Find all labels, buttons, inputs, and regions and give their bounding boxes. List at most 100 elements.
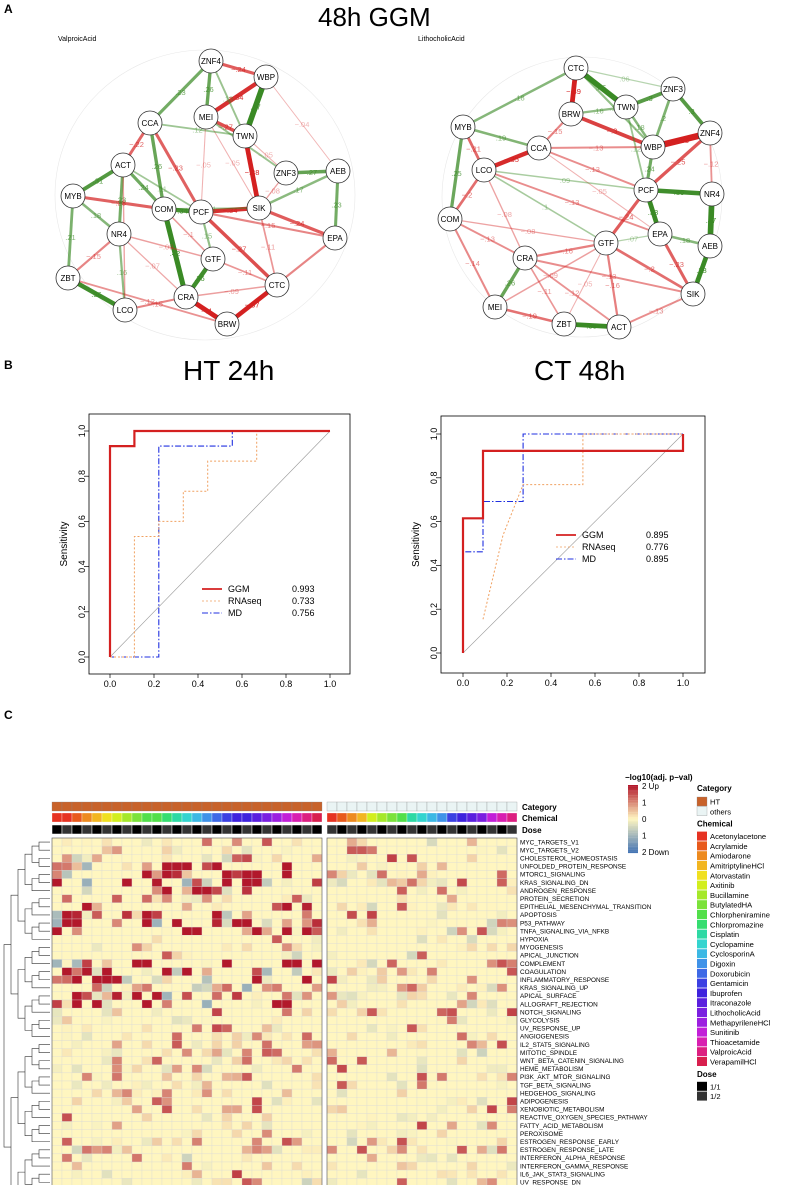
heatmap-cell <box>51 1178 63 1185</box>
heatmap-cell <box>486 854 498 863</box>
heatmap-cell <box>261 967 273 976</box>
heatmap-cell <box>476 983 488 993</box>
heatmap-cell <box>61 902 73 912</box>
dendrogram-branch <box>38 971 50 981</box>
edge-weight-label: −.11 <box>537 287 551 296</box>
colorbar-segment <box>628 810 638 813</box>
heatmap-cell <box>61 991 73 1001</box>
network-node <box>112 297 138 323</box>
dendrogram-branch <box>38 1019 50 1029</box>
heatmap-cell <box>506 1007 518 1017</box>
heatmap-cell <box>241 837 253 847</box>
heatmap-cell <box>231 1113 243 1122</box>
heatmap-cell <box>211 1007 223 1017</box>
dendrogram-branch <box>31 1153 50 1167</box>
heatmap-cell <box>141 1178 153 1185</box>
heatmap-cell <box>456 1040 468 1049</box>
heatmap-cell <box>386 959 398 968</box>
heatmap-cell <box>191 918 203 928</box>
heatmap-cell <box>241 959 253 968</box>
heatmap-cell <box>111 902 123 912</box>
heatmap-cell <box>151 1040 163 1049</box>
heatmap-cell <box>261 1161 273 1171</box>
network-node <box>253 64 279 90</box>
heatmap-cell <box>396 1016 408 1025</box>
dendrogram-branch <box>31 975 50 989</box>
heatmap-cell <box>386 1153 398 1163</box>
heatmap-cell <box>131 1032 143 1041</box>
heatmap-cell <box>181 943 193 952</box>
heatmap-cell <box>466 1137 478 1146</box>
legend-dose-label: 1/2 <box>710 1092 721 1101</box>
heatmap-cell <box>336 1080 348 1090</box>
heatmap-cell <box>436 902 448 912</box>
legend-category-label: others <box>710 807 731 816</box>
category-cell <box>111 801 123 812</box>
heatmap-cell <box>281 886 293 895</box>
heatmap-cell <box>151 845 163 855</box>
row-label: MYC_TARGETS_V1 <box>520 839 579 846</box>
heatmap-cell <box>101 1113 113 1122</box>
heatmap-cell <box>161 1145 173 1155</box>
y-tick-label: 0.0 <box>429 647 439 660</box>
heatmap-cell <box>336 951 348 960</box>
heatmap-cell <box>261 902 273 912</box>
heatmap-cell <box>446 894 458 903</box>
heatmap-cell <box>221 1145 233 1155</box>
heatmap-cell <box>376 845 388 855</box>
network-1-label: ValproicAcid <box>58 36 97 43</box>
edge-weight-label: .26 <box>152 162 162 171</box>
heatmap-cell <box>221 918 233 928</box>
heatmap-cell <box>356 1105 368 1114</box>
heatmap-cell <box>496 983 508 993</box>
heatmap-cell <box>281 1121 293 1130</box>
heatmap-cell <box>396 1105 408 1114</box>
heatmap-cell <box>446 1105 458 1114</box>
dose-cell <box>101 824 113 835</box>
heatmap-cell <box>366 1097 378 1106</box>
heatmap-cell <box>161 1064 173 1074</box>
heatmap-cell <box>436 1097 448 1106</box>
colorbar-segment <box>628 849 638 852</box>
heatmap-cell <box>171 878 183 887</box>
edge-weight-label: −.09 <box>159 243 174 252</box>
heatmap-cell <box>436 935 448 944</box>
heatmap-cell <box>251 1121 263 1130</box>
heatmap-frame-ht <box>51 837 323 1185</box>
roc-curve-rnaseq <box>482 433 683 620</box>
legend-chemical-swatch <box>697 890 707 900</box>
colorbar-segment <box>628 824 638 826</box>
dendrogram-branch <box>38 1149 50 1159</box>
heatmap-cell <box>336 878 348 887</box>
heatmap-cell <box>61 1064 73 1074</box>
heatmap-cell <box>376 1007 388 1017</box>
heatmap-cell <box>291 910 303 920</box>
heatmap-cell <box>141 1072 153 1082</box>
heatmap-cell <box>181 1129 193 1138</box>
heatmap-cell <box>121 862 133 871</box>
heatmap-cell <box>151 870 163 879</box>
heatmap-cell <box>446 878 458 887</box>
heatmap-cell <box>466 983 478 993</box>
heatmap-cell <box>241 1121 253 1130</box>
heatmap-cell <box>241 1105 253 1114</box>
heatmap-cell <box>101 1169 113 1179</box>
heatmap-cell <box>386 967 398 976</box>
heatmap-cell <box>91 1113 103 1122</box>
dose-cell <box>291 824 303 835</box>
row-label: APICAL_SURFACE <box>520 993 576 1000</box>
heatmap-cell <box>311 999 323 1009</box>
heatmap-cell <box>376 1016 388 1025</box>
node-label: GTF <box>205 255 221 264</box>
heatmap-cell <box>171 1161 183 1171</box>
edge-weight-label: −.15 <box>548 127 563 136</box>
heatmap-cell <box>436 1072 448 1082</box>
heatmap-cell <box>261 1097 273 1106</box>
node-label: ZBT <box>60 274 75 283</box>
heatmap-cell <box>396 951 408 960</box>
heatmap-cell <box>301 1088 313 1098</box>
chemical-cell <box>506 812 518 823</box>
category-cell <box>366 801 378 812</box>
heatmap-cell <box>416 894 428 903</box>
node-label: PCF <box>638 186 654 195</box>
